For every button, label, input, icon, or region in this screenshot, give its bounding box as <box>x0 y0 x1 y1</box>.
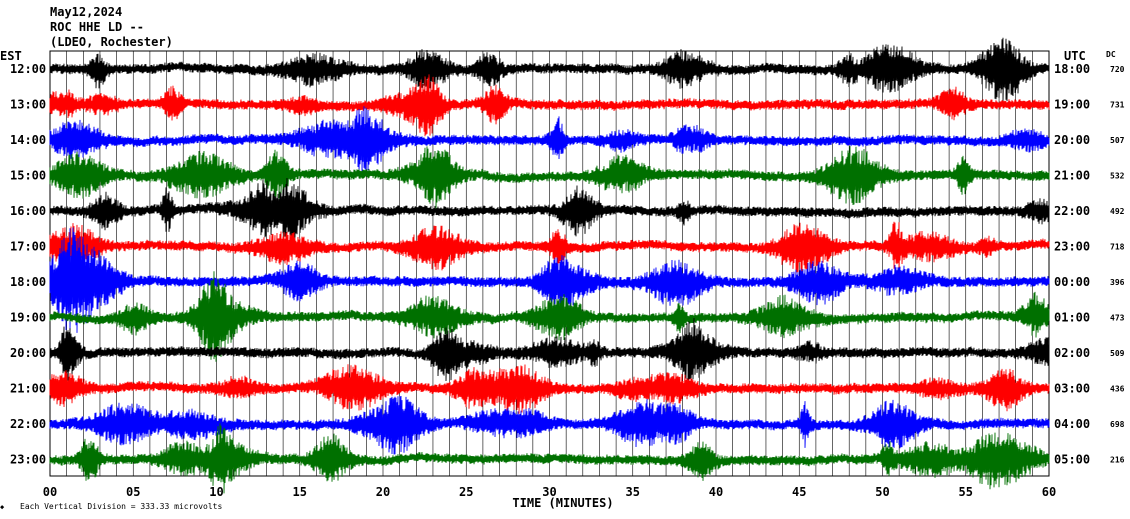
local-time-label: 22:00 <box>10 417 46 431</box>
dc-offset-value: 216 <box>1110 456 1125 465</box>
x-tick-label: 45 <box>792 485 806 499</box>
utc-time-label: 19:00 <box>1054 98 1090 112</box>
utc-time-label: 21:00 <box>1054 169 1090 183</box>
station-location: (LDEO, Rochester) <box>50 35 173 49</box>
trace-line <box>49 227 1050 333</box>
local-time-label: 14:00 <box>10 133 46 147</box>
scale-icon: ◆ <box>0 503 5 511</box>
x-tick-label: 05 <box>126 485 140 499</box>
utc-time-label: 18:00 <box>1054 62 1090 76</box>
dc-offset-value: 473 <box>1110 314 1125 323</box>
utc-time-label: 00:00 <box>1054 275 1090 289</box>
trace-line <box>49 146 1050 209</box>
x-tick-label: 20 <box>376 485 390 499</box>
dc-offset-value: 698 <box>1110 420 1125 429</box>
dc-offset-labels: 720 731 507 532 492 718 396 473 509 436 698 216 <box>1110 65 1125 465</box>
local-time-label: 18:00 <box>10 275 46 289</box>
x-tick-label: 10 <box>209 485 223 499</box>
x-tick-label: 15 <box>293 485 307 499</box>
trace-line <box>49 177 1050 243</box>
x-tick-label: 00 <box>43 485 57 499</box>
station-code: ROC HHE LD -- <box>50 20 144 34</box>
trace-line <box>49 364 1050 414</box>
dc-column-label: DC <box>1106 50 1116 59</box>
dc-offset-value: 509 <box>1110 349 1125 358</box>
record-date: May12,2024 <box>50 5 122 19</box>
x-tick-label: 55 <box>959 485 973 499</box>
local-time-label: 20:00 <box>10 346 46 360</box>
local-time-label: 19:00 <box>10 311 46 325</box>
x-tick-label: 60 <box>1042 485 1056 499</box>
vertical-scale-note: Each Vertical Division = 333.33 microvol… <box>20 502 222 511</box>
trace-line <box>49 317 1050 387</box>
x-axis-label: TIME (MINUTES) <box>512 496 613 510</box>
dc-offset-value: 396 <box>1110 278 1125 287</box>
local-time-label: 17:00 <box>10 240 46 254</box>
utc-time-label: 22:00 <box>1054 204 1090 218</box>
trace-line <box>49 423 1050 494</box>
local-time-labels: 12:00 13:00 14:00 15:00 16:00 17:00 18:00 19:00… <box>10 62 46 467</box>
local-zone-label: EST <box>0 49 22 63</box>
dc-offset-value: 720 <box>1110 65 1125 74</box>
local-time-label: 12:00 <box>10 62 46 76</box>
utc-time-label: 01:00 <box>1054 311 1090 325</box>
x-tick-label: 25 <box>459 485 473 499</box>
utc-time-labels: 18:00 19:00 20:00 21:00 22:00 23:00 00:00 01:00… <box>1054 62 1090 467</box>
trace-line <box>49 74 1050 137</box>
dc-offset-value: 507 <box>1110 136 1125 145</box>
x-axis-ticks: 00 05 10 15 20 25 30 35 40 45 50 55 60 <box>43 485 1056 499</box>
trace-line <box>49 221 1050 275</box>
local-time-label: 16:00 <box>10 204 46 218</box>
utc-time-label: 03:00 <box>1054 382 1090 396</box>
local-time-label: 21:00 <box>10 382 46 396</box>
utc-time-label: 04:00 <box>1054 417 1090 431</box>
local-time-label: 23:00 <box>10 453 46 467</box>
utc-time-label: 02:00 <box>1054 346 1090 360</box>
local-time-label: 13:00 <box>10 98 46 112</box>
x-tick-label: 40 <box>709 485 723 499</box>
dc-offset-value: 532 <box>1110 172 1125 181</box>
utc-time-label: 23:00 <box>1054 240 1090 254</box>
utc-time-label: 20:00 <box>1054 133 1090 147</box>
dc-offset-value: 718 <box>1110 243 1125 252</box>
seismic-traces <box>49 37 1050 494</box>
utc-zone-label: UTC <box>1064 49 1086 63</box>
dc-offset-value: 731 <box>1110 101 1125 110</box>
utc-time-label: 05:00 <box>1054 453 1090 467</box>
local-time-label: 15:00 <box>10 169 46 183</box>
dc-offset-value: 492 <box>1110 207 1125 216</box>
dc-offset-value: 436 <box>1110 385 1125 394</box>
trace-line <box>49 395 1050 455</box>
trace-line <box>49 37 1050 102</box>
x-tick-label: 50 <box>875 485 889 499</box>
x-tick-label: 30 <box>542 485 556 499</box>
x-tick-label: 35 <box>626 485 640 499</box>
trace-line <box>49 106 1050 174</box>
